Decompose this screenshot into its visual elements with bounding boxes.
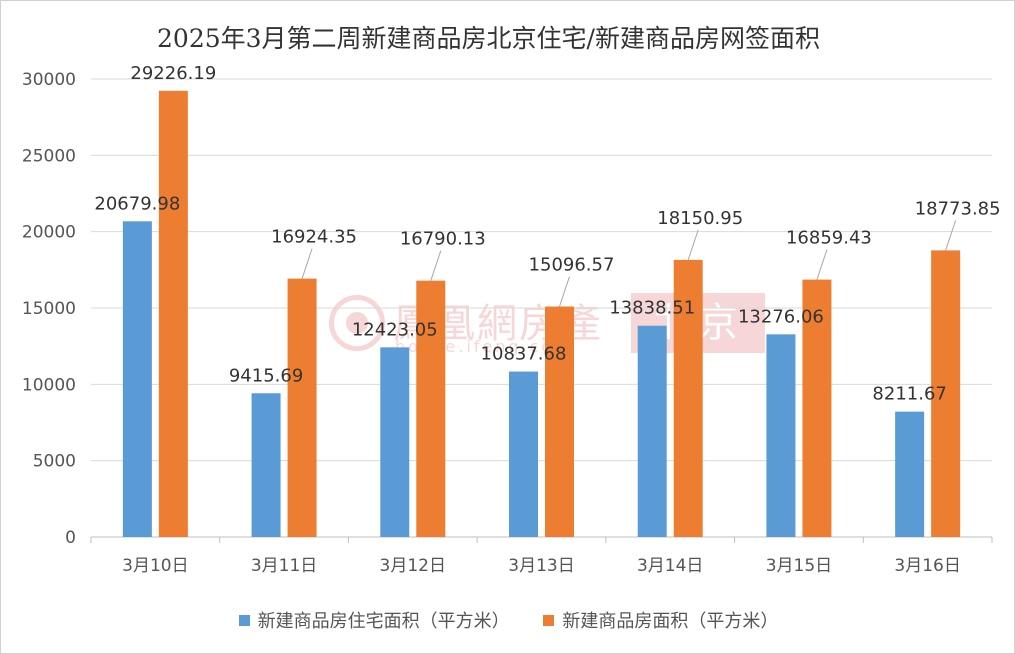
x-tick-label: 3月15日 <box>766 556 832 576</box>
data-label-residential: 12423.05 <box>352 319 438 340</box>
x-tick-label: 3月13日 <box>508 556 574 576</box>
data-label-residential: 8211.67 <box>872 384 946 405</box>
x-tick-label: 3月11日 <box>251 556 317 576</box>
x-tick-label: 3月10日 <box>122 556 188 576</box>
y-tick-label: 5000 <box>33 452 76 472</box>
legend-swatch-total <box>543 614 555 626</box>
bar-total <box>416 280 446 537</box>
data-label-total: 16790.13 <box>400 229 486 250</box>
y-tick-label: 15000 <box>22 299 76 319</box>
bar-residential <box>895 411 925 537</box>
data-label-leader <box>301 248 313 279</box>
data-label-leader <box>559 276 570 307</box>
bar-total <box>931 250 961 537</box>
data-label-leader <box>430 250 442 281</box>
chart-legend: 新建商品房住宅面积（平方米） 新建商品房面积（平方米） <box>1 607 1015 633</box>
data-label-total: 15096.57 <box>529 255 615 276</box>
legend-label-total: 新建商品房面积（平方米） <box>562 611 779 632</box>
data-label-residential: 10837.68 <box>481 344 567 365</box>
legend-swatch-residential <box>238 614 250 626</box>
y-tick-label: 10000 <box>22 375 76 395</box>
y-tick-label: 0 <box>65 528 76 548</box>
bar-residential <box>766 334 796 537</box>
legend-item-residential: 新建商品房住宅面积（平方米） <box>238 607 510 633</box>
chart-title: 2025年3月第二周新建商品房北京住宅/新建商品房网签面积 <box>157 24 820 53</box>
x-tick-label: 3月14日 <box>637 556 703 576</box>
data-label-residential: 13276.06 <box>738 306 824 327</box>
data-label-residential: 13838.51 <box>609 298 695 319</box>
data-label-total: 29226.19 <box>130 63 216 84</box>
data-label-total: 18773.85 <box>915 198 1001 219</box>
data-label-leader <box>687 229 699 261</box>
x-tick-label: 3月12日 <box>380 556 446 576</box>
data-label-total: 16924.35 <box>271 227 357 248</box>
y-tick-label: 30000 <box>22 70 76 90</box>
y-tick-label: 25000 <box>22 146 76 166</box>
bar-residential <box>380 347 410 537</box>
bar-total <box>545 306 574 537</box>
data-label-leader <box>816 249 828 280</box>
data-label-residential: 9415.69 <box>229 365 303 386</box>
data-label-total: 16859.43 <box>786 228 872 249</box>
bar-total <box>673 259 703 537</box>
legend-label-residential: 新建商品房住宅面积（平方米） <box>257 611 510 632</box>
data-label-residential: 20679.98 <box>94 193 180 214</box>
data-label-leader <box>945 220 957 251</box>
legend-item-total: 新建商品房面积（平方米） <box>543 607 778 633</box>
bar-residential <box>122 221 152 537</box>
bar-total <box>158 90 188 537</box>
bar-residential <box>251 393 281 537</box>
bar-total <box>287 278 317 537</box>
x-tick-label: 3月16日 <box>894 556 960 576</box>
bar-residential <box>509 371 538 537</box>
bar-residential <box>637 325 667 537</box>
bar-total <box>802 279 832 537</box>
y-tick-label: 20000 <box>22 223 76 243</box>
data-label-total: 18150.95 <box>657 208 743 229</box>
